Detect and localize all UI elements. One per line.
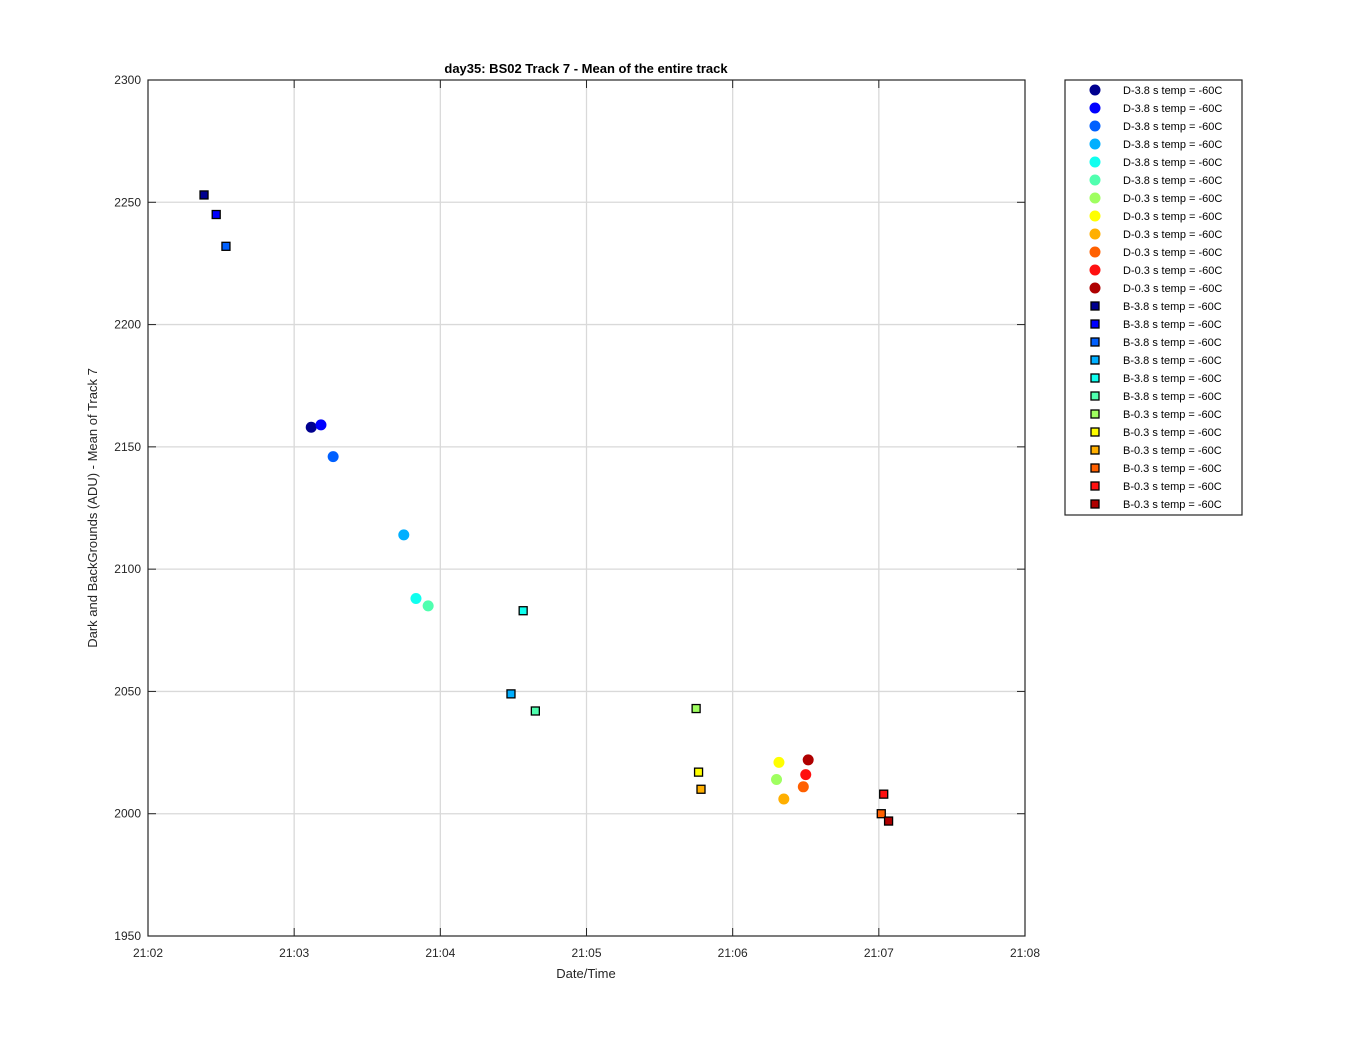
legend-entry-label: B-0.3 s temp = -60C (1123, 499, 1222, 511)
grid-lines (148, 80, 1025, 936)
y-tick-label: 2300 (114, 73, 141, 87)
legend-entry-label: B-0.3 s temp = -60C (1123, 481, 1222, 493)
y-tick-label: 2050 (114, 684, 141, 698)
legend-entry-label: B-3.8 s temp = -60C (1123, 337, 1222, 349)
data-points (199, 190, 894, 826)
legend-entry-label: B-3.8 s temp = -60C (1123, 391, 1222, 403)
data-point-circle (778, 793, 790, 805)
legend-entry-label: B-0.3 s temp = -60C (1123, 427, 1222, 439)
data-point-circle (773, 756, 785, 768)
legend-marker-circle (1089, 84, 1101, 96)
legend-marker-square (1090, 463, 1100, 473)
data-point-circle (398, 529, 410, 541)
data-point-circle (797, 781, 809, 793)
data-point-circle (800, 769, 812, 781)
axis-ticks: 21:02 21:03 21:04 21:05 21:06 21:07 21:08 1950 2… (114, 73, 1040, 960)
legend-box (1064, 79, 1243, 516)
legend-marker-circle (1089, 102, 1101, 114)
legend-marker-square (1090, 445, 1100, 455)
legend-entry-label: B-3.8 s temp = -60C (1123, 355, 1222, 367)
legend-marker-square (1090, 373, 1100, 383)
legend-entry-label: D-0.3 s temp = -60C (1123, 193, 1222, 205)
data-point-square (211, 209, 221, 220)
legend-entry-label: D-3.8 s temp = -60C (1123, 175, 1222, 187)
legend-marker-circle (1089, 264, 1101, 276)
x-tick-label: 21:06 (718, 946, 748, 960)
legend-entry-label: B-0.3 s temp = -60C (1123, 463, 1222, 475)
y-tick-label: 1950 (114, 929, 141, 943)
legend-entry-label: D-3.8 s temp = -60C (1123, 103, 1222, 115)
legend-entry-label: B-3.8 s temp = -60C (1123, 319, 1222, 331)
legend-marker-circle (1089, 282, 1101, 294)
plot-frame (147, 79, 1026, 937)
data-point-square (876, 809, 886, 819)
legend-entry-label: B-3.8 s temp = -60C (1123, 373, 1222, 385)
legend-marker-square (1090, 355, 1100, 365)
y-tick-label: 2200 (114, 318, 141, 332)
legend: D-3.8 s temp = -60C D-3.8 s temp = -60C D-… (1064, 79, 1243, 516)
legend-entry-label: D-3.8 s temp = -60C (1123, 157, 1222, 169)
y-tick-label: 2250 (114, 195, 141, 209)
legend-entry-label: D-0.3 s temp = -60C (1123, 265, 1222, 277)
legend-marker-circle (1089, 228, 1101, 240)
legend-marker-square (1090, 391, 1100, 401)
legend-marker-circle (1089, 156, 1101, 168)
x-tick-label: 21:08 (1010, 946, 1040, 960)
data-point-circle (315, 419, 327, 431)
legend-marker-square (1090, 337, 1100, 347)
data-point-square (199, 190, 209, 200)
data-point-circle (410, 592, 422, 604)
y-tick-label: 2000 (114, 807, 141, 821)
legend-entry-label: B-3.8 s temp = -60C (1123, 301, 1222, 313)
y-tick-label: 2100 (114, 562, 141, 576)
legend-entry-label: D-0.3 s temp = -60C (1123, 211, 1222, 223)
data-point-square (518, 606, 528, 616)
legend-marker-circle (1089, 138, 1101, 150)
data-point-square (879, 789, 889, 799)
legend-marker-square (1090, 301, 1100, 311)
data-point-square (221, 241, 231, 251)
x-tick-label: 21:05 (571, 946, 601, 960)
legend-entry-label: D-0.3 s temp = -60C (1123, 283, 1222, 295)
plot-area: 21:02 21:03 21:04 21:05 21:06 21:07 21:08 1950 2… (114, 73, 1040, 960)
legend-marker-circle (1089, 246, 1101, 258)
legend-marker-square (1090, 499, 1100, 509)
data-point-square (691, 703, 701, 714)
legend-entry-label: D-3.8 s temp = -60C (1123, 121, 1222, 133)
data-point-circle (771, 773, 783, 785)
legend-marker-square (1090, 427, 1100, 437)
data-point-square (506, 689, 516, 699)
data-point-circle (422, 600, 434, 612)
x-axis-title: Date/Time (556, 966, 615, 981)
legend-marker-circle (1089, 192, 1101, 204)
x-tick-label: 21:07 (864, 946, 894, 960)
legend-entry-label: B-0.3 s temp = -60C (1123, 409, 1222, 421)
data-point-square (693, 767, 704, 777)
data-point-square (696, 784, 706, 794)
data-point-circle (327, 451, 339, 463)
legend-entry-label: D-0.3 s temp = -60C (1123, 247, 1222, 259)
legend-marker-square (1090, 409, 1100, 419)
y-axis-title: Dark and BackGrounds (ADU) - Mean of Tra… (85, 368, 100, 648)
legend-entry-label: B-0.3 s temp = -60C (1123, 445, 1222, 457)
legend-entry-label: D-3.8 s temp = -60C (1123, 139, 1222, 151)
legend-marker-square (1090, 481, 1100, 491)
x-tick-label: 21:04 (425, 946, 455, 960)
y-tick-label: 2150 (114, 440, 141, 454)
legend-marker-circle (1089, 120, 1101, 132)
chart-title: day35: BS02 Track 7 - Mean of the entire… (444, 61, 728, 76)
legend-entry-label: D-0.3 s temp = -60C (1123, 229, 1222, 241)
x-tick-label: 21:02 (133, 946, 163, 960)
legend-entry-label: D-3.8 s temp = -60C (1123, 85, 1222, 97)
x-tick-label: 21:03 (279, 946, 309, 960)
legend-marker-square (1090, 319, 1100, 329)
data-point-circle (802, 754, 814, 766)
legend-marker-circle (1089, 210, 1101, 222)
legend-marker-circle (1089, 174, 1101, 186)
data-point-square (530, 706, 540, 716)
data-point-square (883, 816, 894, 826)
data-point-circle (305, 421, 317, 433)
